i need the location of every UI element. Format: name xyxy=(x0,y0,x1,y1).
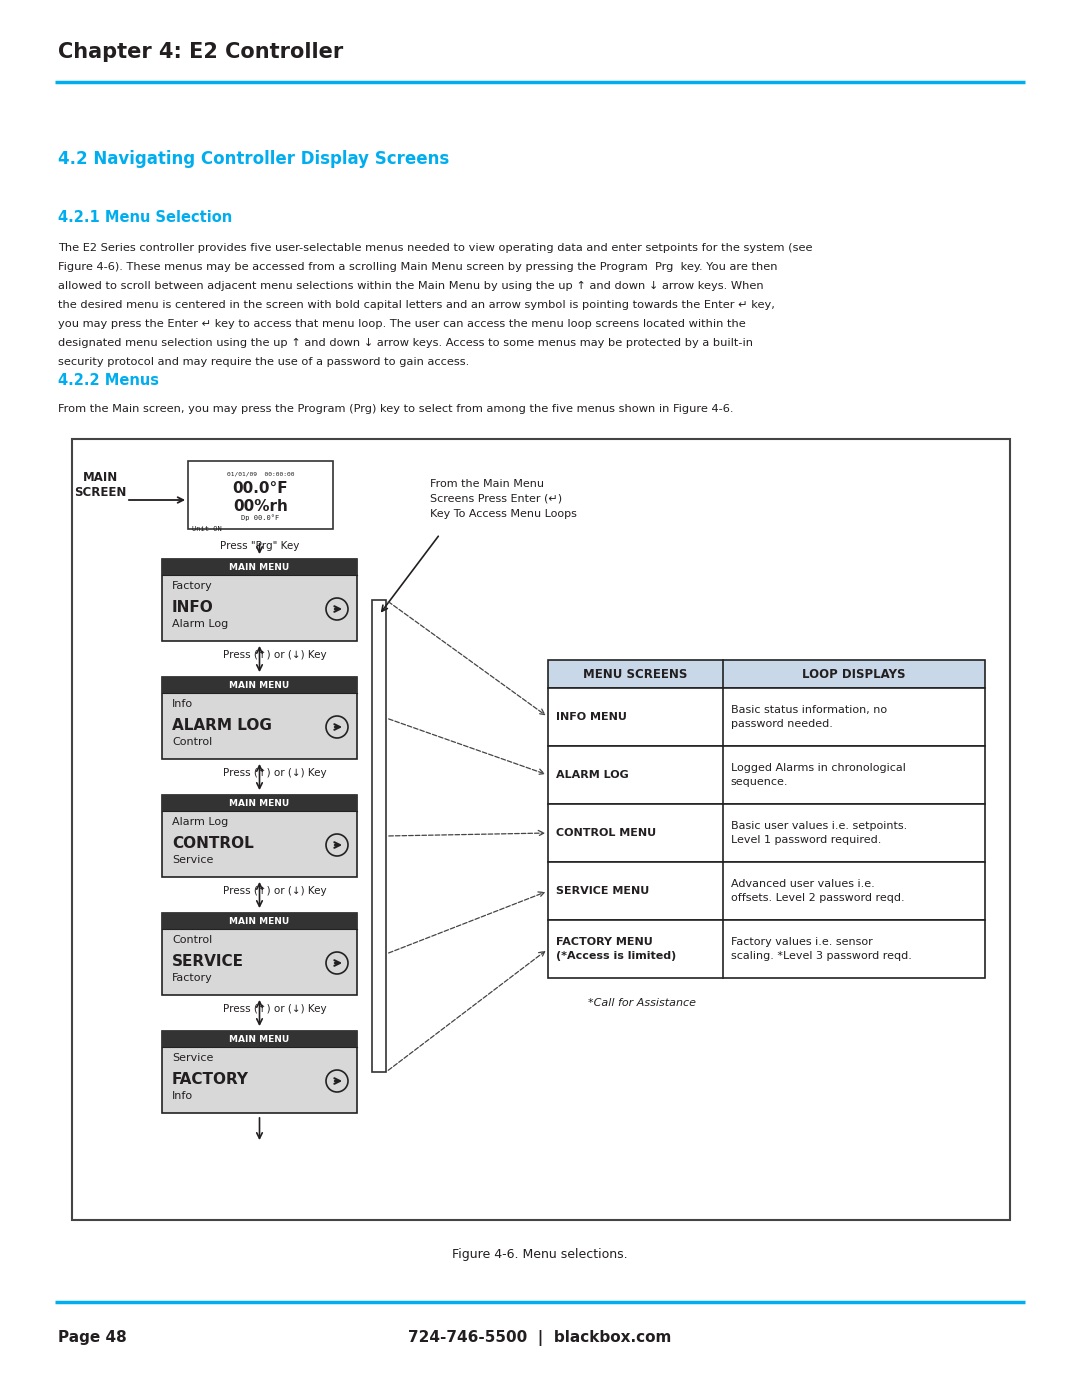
Bar xyxy=(548,862,985,921)
Text: 01/01/09  00:00:00: 01/01/09 00:00:00 xyxy=(227,471,294,476)
Text: Press (↑) or (↓) Key: Press (↑) or (↓) Key xyxy=(222,1004,326,1014)
Text: MENU SCREENS: MENU SCREENS xyxy=(583,668,688,680)
Text: ALARM LOG: ALARM LOG xyxy=(172,718,272,733)
Text: the desired menu is centered in the screen with bold capital letters and an arro: the desired menu is centered in the scre… xyxy=(58,300,774,310)
Text: SERVICE: SERVICE xyxy=(172,954,244,970)
Bar xyxy=(162,559,357,576)
Text: MAIN MENU: MAIN MENU xyxy=(229,1035,289,1044)
Text: 4.2.2 Menus: 4.2.2 Menus xyxy=(58,373,159,388)
Text: *Call for Assistance: *Call for Assistance xyxy=(588,997,696,1009)
Text: Service: Service xyxy=(172,855,214,865)
Circle shape xyxy=(326,717,348,738)
Text: CONTROL MENU: CONTROL MENU xyxy=(556,828,657,838)
Text: Control: Control xyxy=(172,738,213,747)
Text: Press (↑) or (↓) Key: Press (↑) or (↓) Key xyxy=(222,768,326,778)
Bar xyxy=(162,1031,357,1046)
Text: Press (↑) or (↓) Key: Press (↑) or (↓) Key xyxy=(222,650,326,659)
Text: Control: Control xyxy=(172,935,213,944)
Text: Press (↑) or (↓) Key: Press (↑) or (↓) Key xyxy=(222,886,326,895)
Bar xyxy=(188,461,333,529)
Bar xyxy=(548,746,985,805)
Bar xyxy=(162,914,357,929)
Text: Alarm Log: Alarm Log xyxy=(172,619,228,629)
Text: MAIN MENU: MAIN MENU xyxy=(229,916,289,925)
Bar xyxy=(162,914,357,995)
Circle shape xyxy=(326,1070,348,1092)
Text: Factory values i.e. sensor
scaling. *Level 3 password reqd.: Factory values i.e. sensor scaling. *Lev… xyxy=(731,937,912,961)
Text: ALARM LOG: ALARM LOG xyxy=(556,770,629,780)
Text: 00%rh: 00%rh xyxy=(233,499,288,514)
Text: Info: Info xyxy=(172,1091,193,1101)
Text: Service: Service xyxy=(172,1053,214,1063)
Text: INFO: INFO xyxy=(172,599,214,615)
Circle shape xyxy=(326,834,348,856)
Bar xyxy=(162,795,357,812)
Text: From the Main Menu
Screens Press Enter (↵)
Key To Access Menu Loops: From the Main Menu Screens Press Enter (… xyxy=(430,479,577,518)
Text: Basic user values i.e. setpoints.
Level 1 password required.: Basic user values i.e. setpoints. Level … xyxy=(731,821,907,845)
Circle shape xyxy=(326,598,348,620)
Text: MAIN MENU: MAIN MENU xyxy=(229,680,289,690)
Text: Unit ON: Unit ON xyxy=(192,527,221,532)
Text: Dp 00.0°F: Dp 00.0°F xyxy=(241,514,280,521)
Text: The E2 Series controller provides five user-selectable menus needed to view oper: The E2 Series controller provides five u… xyxy=(58,243,812,253)
Bar xyxy=(72,439,1010,1220)
Text: CONTROL: CONTROL xyxy=(172,835,254,851)
Text: MAIN
SCREEN: MAIN SCREEN xyxy=(73,471,126,499)
Text: INFO MENU: INFO MENU xyxy=(556,712,626,722)
Bar xyxy=(372,599,386,1071)
Text: 00.0°F: 00.0°F xyxy=(232,481,288,496)
Bar xyxy=(162,795,357,877)
Text: MAIN MENU: MAIN MENU xyxy=(229,799,289,807)
Text: Basic status information, no
password needed.: Basic status information, no password ne… xyxy=(731,705,887,729)
Text: designated menu selection using the up ↑ and down ↓ arrow keys. Access to some m: designated menu selection using the up ↑… xyxy=(58,338,753,348)
Bar xyxy=(548,659,985,687)
Text: MAIN MENU: MAIN MENU xyxy=(229,563,289,571)
Text: Factory: Factory xyxy=(172,972,213,983)
Text: Alarm Log: Alarm Log xyxy=(172,817,228,827)
Circle shape xyxy=(326,951,348,974)
Text: security protocol and may require the use of a password to gain access.: security protocol and may require the us… xyxy=(58,358,469,367)
Text: LOOP DISPLAYS: LOOP DISPLAYS xyxy=(802,668,906,680)
Text: allowed to scroll between adjacent menu selections within the Main Menu by using: allowed to scroll between adjacent menu … xyxy=(58,281,764,291)
Text: 4.2 Navigating Controller Display Screens: 4.2 Navigating Controller Display Screen… xyxy=(58,149,449,168)
Bar xyxy=(162,1031,357,1113)
Text: Factory: Factory xyxy=(172,581,213,591)
Text: From the Main screen, you may press the Program (Prg) key to select from among t: From the Main screen, you may press the … xyxy=(58,404,733,414)
Text: SERVICE MENU: SERVICE MENU xyxy=(556,886,649,895)
Text: Advanced user values i.e.
offsets. Level 2 password reqd.: Advanced user values i.e. offsets. Level… xyxy=(731,879,904,902)
Text: Figure 4-6). These menus may be accessed from a scrolling Main Menu screen by pr: Figure 4-6). These menus may be accessed… xyxy=(58,263,778,272)
Text: FACTORY MENU
(*Access is limited): FACTORY MENU (*Access is limited) xyxy=(556,937,676,961)
Text: Logged Alarms in chronological
sequence.: Logged Alarms in chronological sequence. xyxy=(731,763,906,787)
Text: Figure 4-6. Menu selections.: Figure 4-6. Menu selections. xyxy=(453,1248,627,1261)
Bar xyxy=(162,678,357,693)
Text: 724-746-5500  |  blackbox.com: 724-746-5500 | blackbox.com xyxy=(408,1330,672,1345)
Bar xyxy=(548,805,985,862)
Bar xyxy=(548,687,985,746)
Text: you may press the Enter ↵ key to access that menu loop. The user can access the : you may press the Enter ↵ key to access … xyxy=(58,319,746,330)
Bar xyxy=(162,559,357,641)
Text: Press "Prg" Key: Press "Prg" Key xyxy=(220,541,299,550)
Text: Chapter 4: E2 Controller: Chapter 4: E2 Controller xyxy=(58,42,343,61)
Bar xyxy=(162,678,357,759)
Bar xyxy=(548,921,985,978)
Text: Page 48: Page 48 xyxy=(58,1330,126,1345)
Text: Info: Info xyxy=(172,698,193,710)
Text: 4.2.1 Menu Selection: 4.2.1 Menu Selection xyxy=(58,210,232,225)
Text: FACTORY: FACTORY xyxy=(172,1071,249,1087)
